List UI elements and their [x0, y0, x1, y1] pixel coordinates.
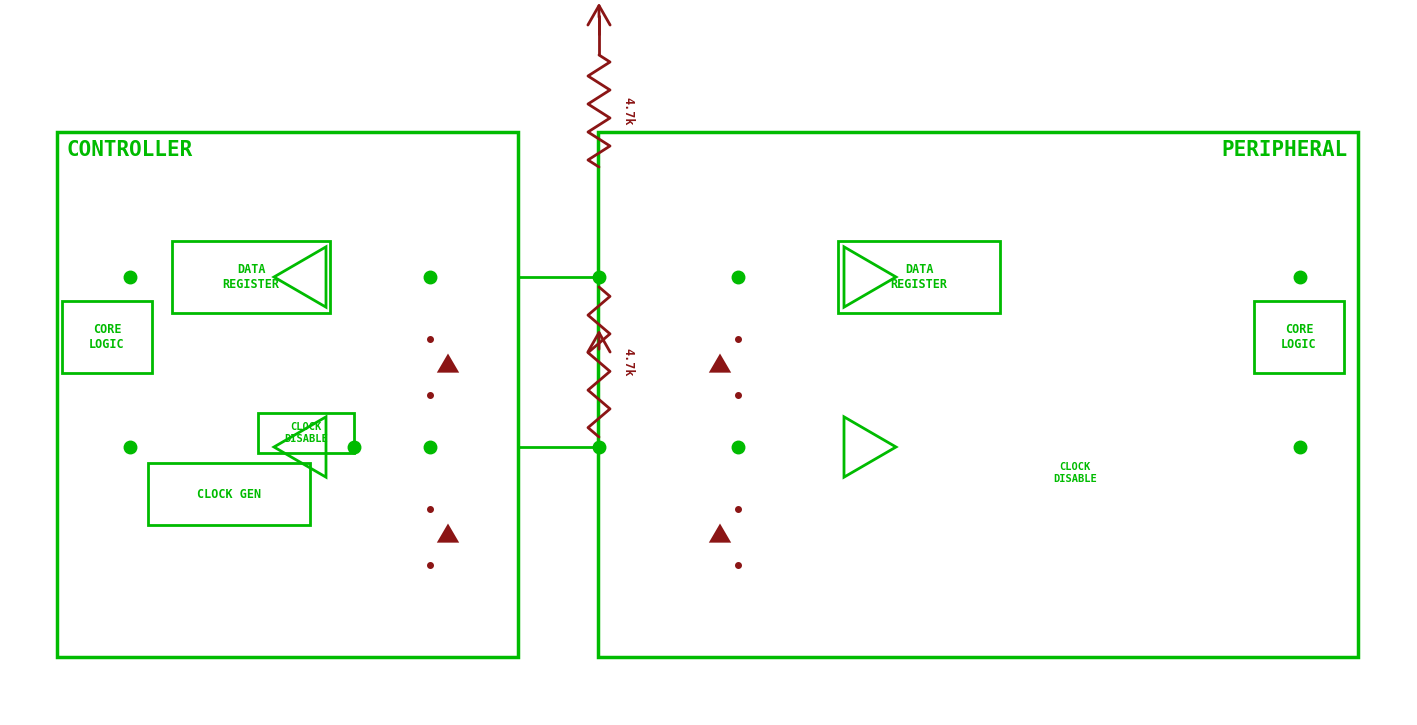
- Bar: [598, 132, 1357, 657]
- Text: CORE
LOGIC: CORE LOGIC: [1281, 323, 1316, 351]
- Bar: [57, 132, 519, 657]
- Text: DATA
REGISTER: DATA REGISTER: [222, 263, 279, 291]
- Text: CONTROLLER: CONTROLLER: [67, 140, 193, 160]
- Text: CLOCK GEN: CLOCK GEN: [197, 487, 261, 500]
- Polygon shape: [439, 526, 458, 542]
- Bar: [171, 241, 330, 313]
- Text: 4.7k: 4.7k: [621, 348, 633, 376]
- Text: CLOCK
DISABLE: CLOCK DISABLE: [285, 422, 327, 444]
- Bar: [147, 463, 310, 525]
- Text: 4.7k: 4.7k: [621, 96, 633, 125]
- Text: CORE
LOGIC: CORE LOGIC: [89, 323, 125, 351]
- Polygon shape: [711, 526, 728, 542]
- Text: PERIPHERAL: PERIPHERAL: [1221, 140, 1348, 160]
- Polygon shape: [439, 356, 458, 371]
- Bar: [837, 241, 1000, 313]
- Text: DATA
REGISTER: DATA REGISTER: [890, 263, 948, 291]
- Bar: [1254, 301, 1343, 373]
- Polygon shape: [711, 356, 728, 371]
- Bar: [258, 413, 354, 453]
- Text: CLOCK
DISABLE: CLOCK DISABLE: [1053, 463, 1097, 484]
- Bar: [62, 301, 152, 373]
